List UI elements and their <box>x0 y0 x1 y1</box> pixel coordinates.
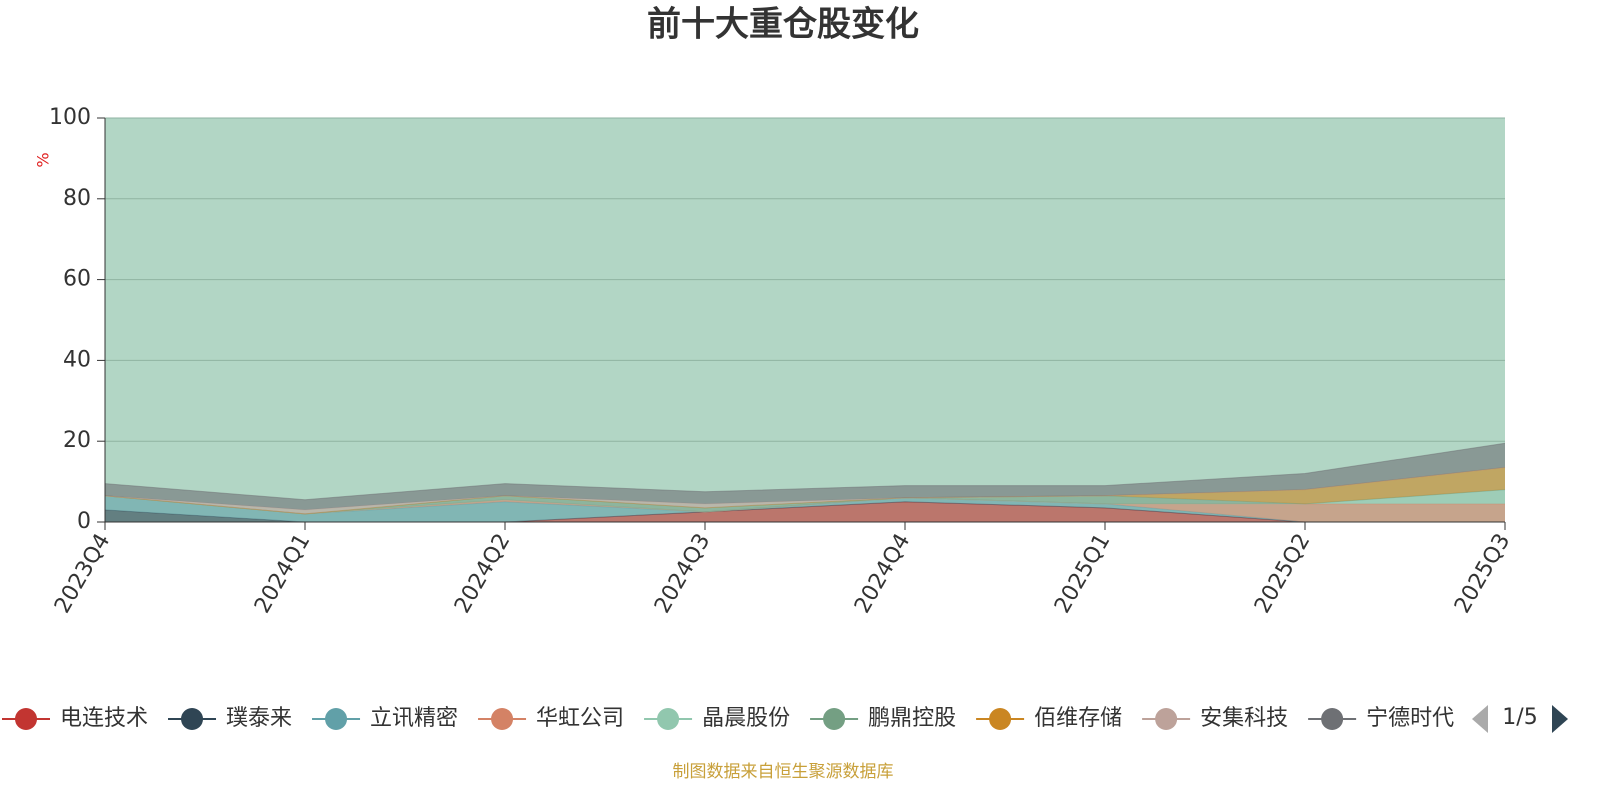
legend: 电连技术 璞泰来 立讯精密 华虹公司 晶晨股份 鹏鼎控股 佰维存储 安集科技 宁德时代 <box>2 706 1454 731</box>
y-axis-label: % <box>34 152 53 167</box>
legend-label: 鹏鼎控股 <box>868 706 956 731</box>
y-tick-label: 40 <box>63 347 91 372</box>
legend-label: 宁德时代 <box>1366 706 1454 731</box>
area-fill <box>105 443 1505 510</box>
y-tick-label: 60 <box>63 267 91 292</box>
y-tick-label: 0 <box>77 509 91 534</box>
x-tick-label: 2024Q1 <box>250 530 315 618</box>
legend-item[interactable]: 晶晨股份 <box>644 706 790 731</box>
legend-marker <box>491 708 514 730</box>
plot <box>104 442 1506 523</box>
source-note: 制图数据来自恒生聚源数据库 <box>673 762 894 782</box>
legend-marker <box>657 708 680 730</box>
legend-marker <box>989 708 1012 730</box>
legend-label: 电连技术 <box>60 706 148 731</box>
legend-item[interactable]: 华虹公司 <box>478 706 624 731</box>
legend-item[interactable]: 佰维存储 <box>976 706 1122 731</box>
legend-label: 璞泰来 <box>226 706 292 731</box>
legend-label: 华虹公司 <box>536 706 624 731</box>
x-tick-label: 2025Q2 <box>1250 530 1315 618</box>
y-tick-label: 80 <box>63 186 91 211</box>
x-tick-label: 2024Q2 <box>450 530 515 618</box>
x-tick-label: 2024Q4 <box>850 530 915 618</box>
x-tick-label: 2024Q3 <box>650 530 715 618</box>
legend-prev[interactable] <box>1472 705 1488 733</box>
legend-label: 安集科技 <box>1200 706 1288 731</box>
legend-label: 立讯精密 <box>370 706 458 731</box>
area-fill <box>105 495 1505 522</box>
area-fill <box>105 495 1505 522</box>
y-tick-label: 100 <box>49 105 91 130</box>
legend-item[interactable]: 宁德时代 <box>1308 706 1454 731</box>
legend-next[interactable] <box>1552 705 1568 733</box>
legend-item[interactable]: 立讯精密 <box>312 706 458 731</box>
area-fill <box>105 501 1505 522</box>
legend-item[interactable]: 安集科技 <box>1142 706 1288 731</box>
x-tick-label: 2025Q3 <box>1450 530 1515 618</box>
legend-label: 佰维存储 <box>1034 706 1122 731</box>
legend-item[interactable]: 璞泰来 <box>168 706 292 731</box>
plot-background <box>105 118 1505 522</box>
legend-page: 1/5 <box>1502 705 1537 730</box>
area-line <box>104 442 1506 501</box>
legend-marker <box>823 708 846 730</box>
legend-marker <box>1321 708 1344 730</box>
chart-title: 前十大重仓股变化 <box>647 5 919 45</box>
y-tick-label: 20 <box>63 428 91 453</box>
legend-item[interactable]: 电连技术 <box>2 706 148 731</box>
area-fill <box>105 489 1505 514</box>
legend-marker <box>15 708 37 730</box>
x-tick-label: 2023Q4 <box>50 530 115 618</box>
legend-item[interactable]: 鹏鼎控股 <box>810 706 956 731</box>
legend-marker <box>1155 708 1178 730</box>
x-tick-label: 2025Q1 <box>1050 530 1115 618</box>
legend-label: 晶晨股份 <box>702 706 790 731</box>
legend-marker <box>181 708 204 730</box>
legend-marker <box>325 708 348 730</box>
area-fill <box>105 501 1505 522</box>
